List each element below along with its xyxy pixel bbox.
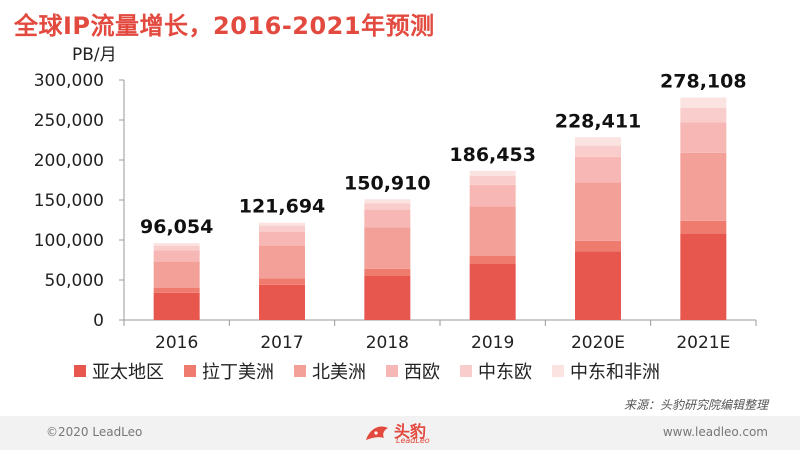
y-tick-label: 50,000 [45,271,104,291]
brand-subtitle: LeadLeo [396,436,430,445]
bar-segment [364,276,411,320]
bar-segment [575,240,621,252]
bar-segment [259,245,305,279]
y-tick-label: 250,000 [34,111,104,131]
y-tick-label: 100,000 [34,231,104,251]
x-category-label: 2019 [471,333,514,353]
legend-label: 中东欧 [478,362,532,383]
bar-segment [153,261,200,288]
bar-segment [680,152,727,221]
legend-item: 西欧 [386,358,440,384]
legend-label: 北美洲 [312,362,366,383]
legend-swatch [552,365,564,377]
y-tick-label: 150,000 [34,191,104,211]
website-link[interactable]: www.leadleo.com [662,425,768,439]
legend-swatch [74,365,86,377]
legend-item: 拉丁美洲 [184,358,274,384]
bar-total-label: 186,453 [449,144,536,166]
legend-label: 西欧 [404,362,440,383]
x-category-label: 2021E [676,333,730,353]
bar-segment [575,156,621,183]
legend-label: 亚太地区 [92,362,164,383]
legend-swatch [460,365,472,377]
bar-segment [259,284,305,320]
bar-segment [469,264,516,320]
bar-segment [153,292,200,320]
legend-item: 北美洲 [294,358,366,384]
bar-segment [364,209,411,228]
legend-item: 亚太地区 [74,358,164,384]
bar-segment [153,288,200,293]
leopard-logo-icon [366,426,388,440]
bar-segment [259,225,305,232]
bar-segment [153,245,200,251]
x-category-label: 2016 [155,333,198,353]
bar-segment [575,251,621,320]
bar-segment [680,97,727,108]
legend-item: 中东和非洲 [552,358,660,384]
legend-swatch [386,365,398,377]
bar-total-label: 121,694 [239,196,326,218]
brand-name: 头豹 [394,422,427,441]
y-axis-unit-label: PB/月 [72,45,117,65]
stacked-bar-chart: PB/月 0 50,000 100,000 150,000 200,000 250,000 3… [34,45,757,353]
x-category-label: 2018 [366,333,409,353]
bar-segment [259,232,305,246]
bar-segment [364,199,411,204]
bar-segment [153,250,200,262]
x-category-label: 2020E [571,333,625,353]
legend-item: 中东欧 [460,358,532,384]
bar-total-label: 150,910 [344,172,431,194]
bar-segment [364,227,411,269]
y-tick-label: 200,000 [34,151,104,171]
bar-segment [469,206,516,256]
source-note: 来源：头豹研究院编辑整理 [623,398,768,412]
bar-segment [469,170,516,176]
bar-segment [469,176,516,185]
bar-segment [259,222,305,226]
footer-bar: ©2020 LeadLeo 头豹 LeadLeo www.leadleo.com [0,416,800,450]
bar-segment [680,220,727,234]
bar-segment [469,184,516,207]
bar-segment [680,122,727,153]
bar-segment [575,145,621,157]
bar-segment [575,182,621,241]
legend-label: 拉丁美洲 [202,362,274,383]
x-category-label: 2017 [260,333,303,353]
bar-segment [680,108,727,123]
chart-legend: 亚太地区 拉丁美洲 北美洲 西欧 中东欧 中东和非洲 [74,358,680,384]
chart-title: 全球IP流量增长，2016-2021年预测 [14,12,435,40]
y-tick-label: 0 [93,311,104,331]
bar-total-label: 96,054 [140,216,213,238]
bar-total-label: 278,108 [660,71,747,93]
legend-label: 中东和非洲 [570,362,660,383]
bar-segment [153,243,200,246]
y-tick-label: 300,000 [34,71,104,91]
bar-segment [575,137,621,146]
bar-segment [364,268,411,276]
copyright-text: ©2020 LeadLeo [46,425,143,439]
bar-segment [364,203,411,210]
bar-segment [469,256,516,264]
bar-segment [680,233,727,320]
bar-segment [259,278,305,285]
legend-swatch [184,365,196,377]
bar-total-label: 228,411 [555,110,642,132]
legend-swatch [294,365,306,377]
